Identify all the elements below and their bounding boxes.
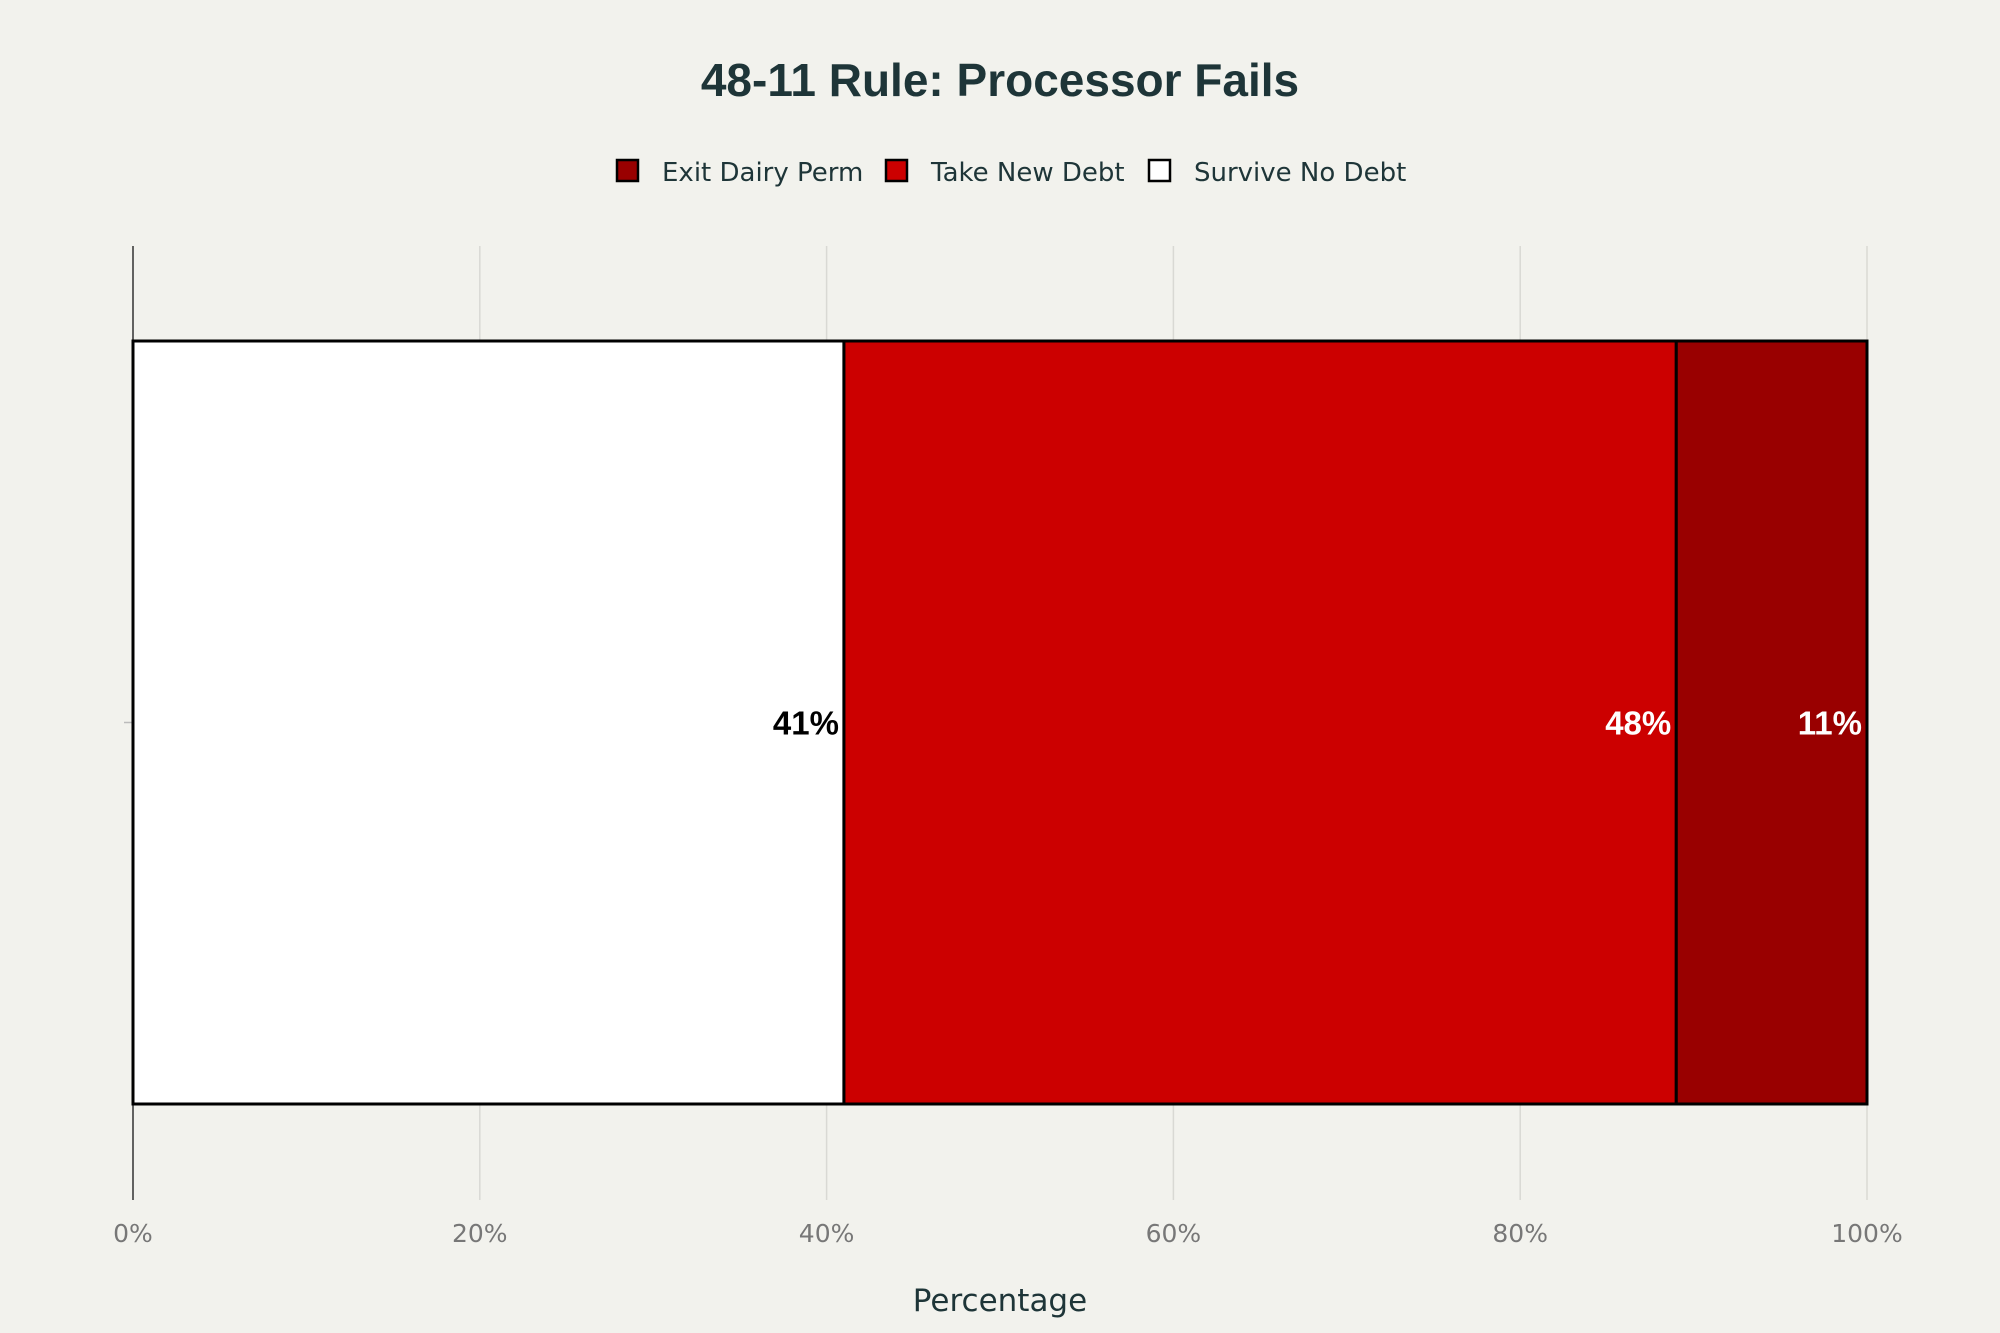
x-tick-label: 0% (113, 1219, 153, 1248)
legend-label: Take New Debt (930, 158, 1125, 188)
legend-label: Survive No Debt (1194, 158, 1406, 188)
legend-swatch (1147, 158, 1172, 183)
legend-swatch (615, 158, 640, 183)
x-axis-title: Percentage (913, 1283, 1087, 1319)
x-tick-labels: 0% 20% 40% 60% 80% 100% (113, 1219, 1903, 1248)
data-labels: 41% 48% 11% (773, 705, 1862, 742)
bar-segment-survive-no-debt (131, 339, 846, 1106)
bar-segment-take-new-debt (842, 339, 1678, 1106)
x-tick-label: 100% (1831, 1219, 1902, 1248)
legend-item-survive-no-debt: Survive No Debt (1147, 158, 1406, 188)
x-tick-label: 20% (452, 1219, 508, 1248)
x-tick-label: 40% (799, 1219, 855, 1248)
bar-segment-exit-dairy-perm (1674, 339, 1869, 1106)
legend-swatch (884, 158, 909, 183)
legend-item-take-new-debt: Take New Debt (884, 158, 1125, 188)
chart-title: 48-11 Rule: Processor Fails (701, 54, 1299, 106)
data-label-take-new-debt: 48% (1605, 705, 1671, 742)
data-label-survive-no-debt: 41% (773, 705, 839, 742)
legend: Exit Dairy Perm Take New Debt Survive No D… (615, 158, 1406, 188)
x-tick-label: 80% (1492, 1219, 1548, 1248)
bar-segments (131, 339, 1869, 1106)
legend-label: Exit Dairy Perm (662, 158, 863, 188)
legend-item-exit-dairy-perm: Exit Dairy Perm (615, 158, 863, 188)
data-label-exit-dairy-perm: 11% (1798, 705, 1862, 742)
x-tick-label: 60% (1146, 1219, 1202, 1248)
